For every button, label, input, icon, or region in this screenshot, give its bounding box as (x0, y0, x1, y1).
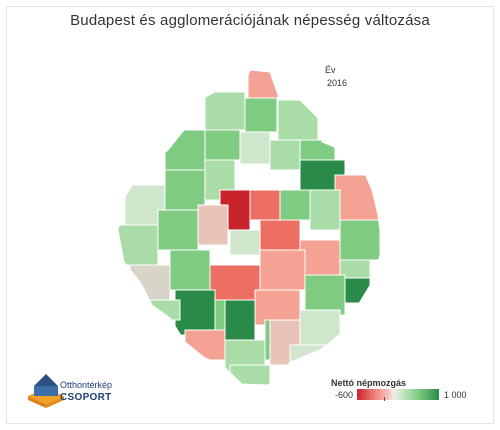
municipality-area[interactable] (304, 274, 346, 316)
legend-max-label: 1 000 (444, 390, 467, 400)
municipality-area[interactable] (259, 249, 306, 291)
municipality-area[interactable] (164, 129, 206, 171)
municipality-area[interactable] (157, 209, 199, 251)
logo-text-primary: Otthontérkép (60, 380, 113, 390)
municipality-area[interactable] (204, 91, 246, 131)
municipality-area[interactable] (149, 299, 181, 321)
legend-min-label: -600 (335, 390, 354, 400)
municipality-area[interactable] (279, 189, 311, 221)
house-icon (28, 374, 64, 408)
year-filter-label: Év (325, 65, 336, 75)
municipality-area[interactable] (204, 129, 241, 161)
municipality-area[interactable] (129, 264, 171, 306)
logo-text-secondary: CSOPORT (60, 392, 112, 403)
municipality-area[interactable] (244, 97, 278, 133)
municipality-area[interactable] (334, 174, 381, 221)
municipality-area[interactable] (277, 99, 319, 141)
municipality-area[interactable] (299, 239, 341, 276)
municipality-area[interactable] (239, 131, 271, 165)
year-filter-value[interactable]: 2016 (327, 78, 348, 88)
legend-title: Nettó népmozgás (331, 378, 407, 388)
municipality-area[interactable] (169, 249, 211, 291)
municipality-area[interactable] (259, 219, 301, 251)
municipality-area[interactable] (209, 264, 261, 306)
chart-title: Budapest és agglomerációjának népesség v… (70, 12, 430, 29)
legend-zero-tick (384, 397, 385, 401)
municipality-area[interactable] (197, 204, 229, 246)
municipality-area[interactable] (229, 229, 261, 256)
municipality-area[interactable] (164, 169, 206, 211)
municipality-area[interactable] (118, 224, 159, 266)
municipality-area[interactable] (269, 139, 301, 171)
municipality-area[interactable] (224, 299, 256, 341)
municipality-area[interactable] (339, 219, 381, 261)
municipality-area[interactable] (229, 364, 271, 390)
region-outline (117, 69, 383, 386)
municipality-area[interactable] (299, 309, 341, 351)
municipality-area[interactable] (174, 289, 216, 336)
municipality-area[interactable] (254, 289, 301, 326)
municipality-area[interactable] (184, 329, 226, 361)
legend-color-ramp (357, 389, 439, 400)
company-logo (28, 374, 64, 408)
municipality-area[interactable] (249, 189, 281, 221)
municipality-area[interactable] (309, 189, 341, 231)
